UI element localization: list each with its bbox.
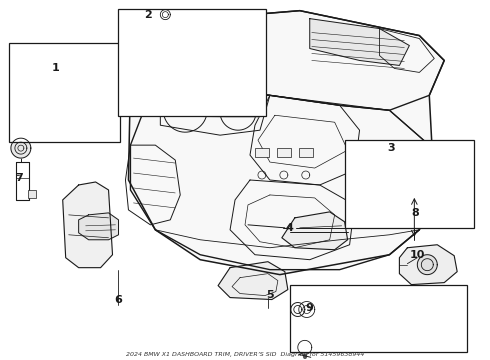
Polygon shape [416,153,437,220]
Polygon shape [298,341,312,354]
Polygon shape [78,213,119,240]
Text: 4: 4 [286,223,294,233]
Text: 3: 3 [388,143,395,153]
Text: 6: 6 [115,294,122,305]
Bar [119,9,266,116]
Polygon shape [49,115,69,128]
Bar [344,140,474,228]
Polygon shape [130,80,434,270]
Text: 2: 2 [145,10,152,20]
Text: 9: 9 [306,302,314,312]
Text: 5: 5 [266,289,274,300]
Polygon shape [128,11,444,275]
Bar [299,148,313,157]
Polygon shape [19,115,39,128]
Text: 2024 BMW X1 DASHBOARD TRIM, DRIVER’S SID  Diagram for 51459638944: 2024 BMW X1 DASHBOARD TRIM, DRIVER’S SID… [126,352,364,357]
Text: 7: 7 [15,173,23,183]
Polygon shape [282,212,347,250]
Polygon shape [218,262,288,300]
Polygon shape [300,289,459,341]
Polygon shape [310,19,409,66]
Bar [277,148,291,157]
Polygon shape [399,245,457,285]
Text: 8: 8 [412,208,419,218]
Polygon shape [63,182,113,268]
Polygon shape [155,11,444,110]
Polygon shape [19,53,111,108]
Bar [255,148,269,157]
Text: 10: 10 [410,250,425,260]
Polygon shape [417,255,437,275]
Polygon shape [360,150,392,172]
Bar [9,42,121,142]
Polygon shape [11,138,31,158]
Bar [28,190,36,198]
Text: 1: 1 [52,63,60,73]
Polygon shape [291,302,305,316]
Polygon shape [128,19,262,112]
Polygon shape [160,10,171,19]
Bar [290,285,467,352]
Polygon shape [355,184,394,213]
